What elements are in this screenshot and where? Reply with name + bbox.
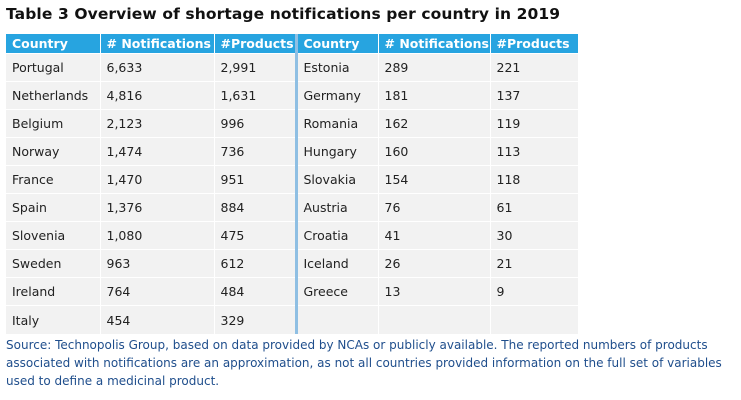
left-products-cell: 996: [214, 109, 297, 138]
table-row: Norway 1,474 736 Hungary 160 113: [6, 137, 578, 166]
right-products-cell: 118: [490, 165, 578, 194]
header-notifications-right: # Notifications: [378, 34, 491, 54]
table-header-row: Country # Notifications #Products Countr…: [6, 34, 578, 54]
left-country-cell: France: [6, 165, 101, 194]
table-row: Portugal 6,633 2,991 Estonia 289 221: [6, 53, 578, 82]
right-notifications-cell: 13: [378, 277, 491, 306]
right-notifications-cell: 160: [378, 137, 491, 166]
right-country-cell: Austria: [294, 193, 379, 222]
right-notifications-cell: 289: [378, 53, 491, 82]
right-notifications-cell: 76: [378, 193, 491, 222]
table-row: Netherlands 4,816 1,631 Germany 181 137: [6, 81, 578, 110]
right-country-cell: Iceland: [294, 249, 379, 278]
left-notifications-cell: 1,470: [100, 165, 215, 194]
left-country-cell: Netherlands: [6, 81, 101, 110]
left-products-cell: 2,991: [214, 53, 297, 82]
right-notifications-cell: 154: [378, 165, 491, 194]
left-country-cell: Norway: [6, 137, 101, 166]
table-row: Slovenia 1,080 475 Croatia 41 30: [6, 221, 578, 250]
shortage-table-container: Country # Notifications #Products Countr…: [6, 34, 578, 334]
left-notifications-cell: 6,633: [100, 53, 215, 82]
left-products-cell: 475: [214, 221, 297, 250]
left-products-cell: 612: [214, 249, 297, 278]
left-products-cell: 329: [214, 305, 297, 334]
table-title: Table 3 Overview of shortage notificatio…: [6, 5, 561, 23]
right-notifications-cell: [378, 305, 491, 334]
left-country-cell: Sweden: [6, 249, 101, 278]
right-products-cell: 113: [490, 137, 578, 166]
header-country-left: Country: [6, 34, 101, 54]
right-products-cell: 61: [490, 193, 578, 222]
right-country-cell: Hungary: [294, 137, 379, 166]
left-country-cell: Ireland: [6, 277, 101, 306]
right-products-cell: 30: [490, 221, 578, 250]
table-body: Portugal 6,633 2,991 Estonia 289 221 Netherlan…: [6, 53, 578, 334]
left-country-cell: Slovenia: [6, 221, 101, 250]
right-country-cell: Estonia: [294, 53, 379, 82]
table-row: Sweden 963 612 Iceland 26 21: [6, 249, 578, 278]
left-notifications-cell: 4,816: [100, 81, 215, 110]
header-notifications-left: # Notifications: [100, 34, 215, 54]
left-country-cell: Belgium: [6, 109, 101, 138]
right-notifications-cell: 181: [378, 81, 491, 110]
left-products-cell: 951: [214, 165, 297, 194]
left-notifications-cell: 1,376: [100, 193, 215, 222]
table-row: France 1,470 951 Slovakia 154 118: [6, 165, 578, 194]
left-country-cell: Italy: [6, 305, 101, 334]
left-notifications-cell: 454: [100, 305, 215, 334]
source-note: Source: Technopolis Group, based on data…: [6, 338, 722, 388]
right-products-cell: 137: [490, 81, 578, 110]
table-row: Italy 454 329: [6, 305, 578, 334]
right-country-cell: [294, 305, 379, 334]
right-products-cell: 119: [490, 109, 578, 138]
left-notifications-cell: 963: [100, 249, 215, 278]
right-country-cell: Croatia: [294, 221, 379, 250]
left-country-cell: Spain: [6, 193, 101, 222]
left-products-cell: 1,631: [214, 81, 297, 110]
table-row: Spain 1,376 884 Austria 76 61: [6, 193, 578, 222]
left-notifications-cell: 1,474: [100, 137, 215, 166]
right-country-cell: Greece: [294, 277, 379, 306]
header-products-right: #Products: [490, 34, 578, 54]
right-notifications-cell: 41: [378, 221, 491, 250]
header-country-right: Country: [294, 34, 379, 54]
left-products-cell: 736: [214, 137, 297, 166]
right-country-cell: Romania: [294, 109, 379, 138]
left-products-cell: 484: [214, 277, 297, 306]
right-country-cell: Slovakia: [294, 165, 379, 194]
right-notifications-cell: 162: [378, 109, 491, 138]
shortage-table: Country # Notifications #Products Countr…: [6, 34, 578, 334]
right-products-cell: 221: [490, 53, 578, 82]
right-notifications-cell: 26: [378, 249, 491, 278]
left-country-cell: Portugal: [6, 53, 101, 82]
left-notifications-cell: 1,080: [100, 221, 215, 250]
right-products-cell: 9: [490, 277, 578, 306]
left-notifications-cell: 764: [100, 277, 215, 306]
right-products-cell: 21: [490, 249, 578, 278]
table-row: Belgium 2,123 996 Romania 162 119: [6, 109, 578, 138]
right-products-cell: [490, 305, 578, 334]
header-products-left: #Products: [214, 34, 297, 54]
right-country-cell: Germany: [294, 81, 379, 110]
left-notifications-cell: 2,123: [100, 109, 215, 138]
left-products-cell: 884: [214, 193, 297, 222]
table-row: Ireland 764 484 Greece 13 9: [6, 277, 578, 306]
